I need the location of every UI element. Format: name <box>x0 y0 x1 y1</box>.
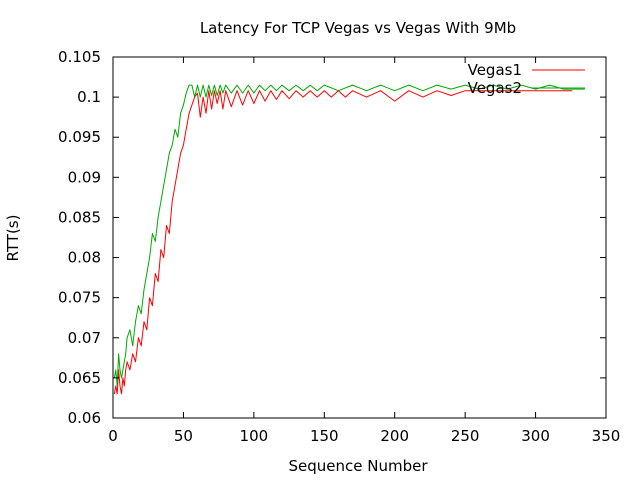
y-tick-label: 0.105 <box>58 48 101 66</box>
x-axis-label: Sequence Number <box>288 457 428 475</box>
y-tick-label: 0.075 <box>58 289 101 307</box>
x-tick-label: 200 <box>380 427 409 445</box>
chart-title: Latency For TCP Vegas vs Vegas With 9Mb <box>200 19 516 37</box>
x-tick-label: 0 <box>108 427 118 445</box>
series-line-vegas1 <box>113 90 573 395</box>
x-tick-label: 50 <box>174 427 193 445</box>
y-tick-label: 0.08 <box>68 249 101 267</box>
y-tick-label: 0.085 <box>58 208 101 226</box>
x-tick-label: 250 <box>451 427 480 445</box>
x-tick-label: 300 <box>521 427 550 445</box>
y-tick-label: 0.1 <box>77 88 101 106</box>
y-axis-label: RTT(s) <box>4 215 22 262</box>
series-line-vegas2 <box>113 84 585 387</box>
y-tick-label: 0.095 <box>58 128 101 146</box>
tick-layer: 0 50 100 150 200 250 300 350 0.06 0.065 0.07 0.075 0… <box>58 48 620 445</box>
x-tick-label: 150 <box>310 427 339 445</box>
y-tick-label: 0.07 <box>68 329 101 347</box>
legend-label-vegas1: Vegas1 <box>468 61 522 79</box>
y-tick-label: 0.065 <box>58 369 101 387</box>
y-tick-label: 0.06 <box>68 409 101 427</box>
x-tick-label: 100 <box>240 427 269 445</box>
series-layer <box>113 84 585 395</box>
legend-label-vegas2: Vegas2 <box>468 79 522 97</box>
y-tick-label: 0.09 <box>68 168 101 186</box>
x-tick-label: 350 <box>592 427 621 445</box>
plot-frame <box>112 56 607 419</box>
